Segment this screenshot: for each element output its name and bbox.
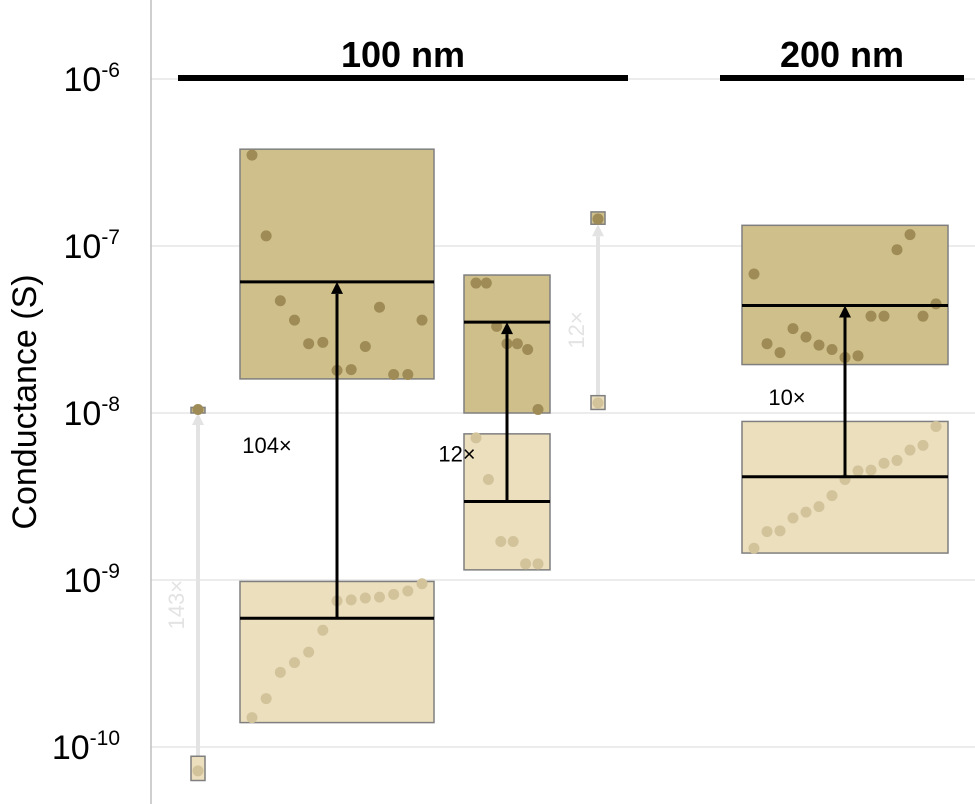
data-point xyxy=(865,310,877,322)
data-point xyxy=(345,594,357,606)
y-tick-label: 10-10 xyxy=(52,727,120,767)
data-point xyxy=(774,525,786,537)
data-point xyxy=(748,542,760,554)
ratio-arrow-head xyxy=(501,322,513,335)
ratio-label: 12× xyxy=(438,442,475,467)
data-point xyxy=(495,536,507,548)
y-tick-label: 10-9 xyxy=(63,560,120,600)
distribution-boxes xyxy=(190,148,949,782)
data-point xyxy=(904,444,916,456)
y-tick-label: 10-8 xyxy=(63,393,120,433)
data-point xyxy=(345,364,357,376)
ratio-arrow-head xyxy=(331,281,343,294)
faded-comparisons: 143× 12× xyxy=(164,224,604,757)
data-point xyxy=(480,277,492,289)
data-point xyxy=(800,331,812,343)
data-point xyxy=(878,457,890,469)
group-headers: 100 nm 200 nm xyxy=(178,34,964,81)
data-point xyxy=(917,439,929,451)
data-point xyxy=(522,344,534,356)
ratio-arrow-head xyxy=(192,413,204,425)
data-point xyxy=(520,558,532,570)
data-point xyxy=(813,339,825,351)
data-point xyxy=(852,465,864,477)
ratio-label: 12× xyxy=(564,311,589,348)
data-point xyxy=(303,338,315,350)
data-point xyxy=(317,336,329,348)
data-point xyxy=(532,403,544,415)
data-point xyxy=(774,347,786,359)
ratio-label: 104× xyxy=(242,433,292,458)
data-point xyxy=(388,588,400,600)
data-point xyxy=(532,558,544,570)
data-point xyxy=(787,323,799,335)
data-point xyxy=(482,473,494,485)
data-point xyxy=(192,403,204,415)
data-point xyxy=(878,310,890,322)
data-point xyxy=(761,526,773,538)
ratio-arrow-head xyxy=(592,224,604,237)
data-point xyxy=(470,432,482,444)
data-point xyxy=(388,369,400,381)
data-point xyxy=(761,338,773,350)
data-point xyxy=(852,350,864,362)
data-point xyxy=(470,277,482,289)
data-point xyxy=(800,506,812,518)
ratio-label: 10× xyxy=(768,385,805,410)
data-point xyxy=(865,464,877,476)
y-tick-labels: 10-6 10-7 10-8 10-9 10-10 xyxy=(52,59,120,767)
data-point xyxy=(930,298,942,310)
data-point xyxy=(826,490,838,502)
y-tick-label: 10-6 xyxy=(63,59,120,99)
data-point xyxy=(274,666,286,678)
ratio-arrow-head xyxy=(839,305,851,318)
data-point xyxy=(904,229,916,241)
y-axis-title: Conductance (S) xyxy=(6,274,44,529)
data-point xyxy=(289,657,300,669)
y-tick-label: 10-7 xyxy=(63,226,120,266)
data-point xyxy=(317,624,329,636)
data-point xyxy=(374,591,385,603)
data-point xyxy=(274,295,286,307)
group-label: 100 nm xyxy=(341,34,465,75)
data-point xyxy=(748,268,760,280)
data-point xyxy=(374,301,385,313)
data-point xyxy=(507,536,519,548)
ratio-arrows: 104× 12× 10× xyxy=(242,281,851,619)
data-point xyxy=(592,213,604,225)
data-point xyxy=(787,512,799,524)
data-point xyxy=(930,421,942,433)
data-point xyxy=(359,592,371,604)
data-point xyxy=(416,578,428,590)
data-point xyxy=(826,344,838,356)
data-point xyxy=(402,585,414,597)
data-point xyxy=(402,369,414,381)
data-point xyxy=(917,310,929,322)
data-point xyxy=(246,149,258,161)
data-point xyxy=(891,244,903,256)
data-point xyxy=(891,454,903,466)
data-point xyxy=(192,765,204,777)
data-point xyxy=(303,646,315,658)
ratio-label: 143× xyxy=(164,580,189,630)
data-point xyxy=(813,501,825,513)
data-point xyxy=(491,320,503,332)
data-point xyxy=(260,230,272,242)
group-label: 200 nm xyxy=(780,34,904,75)
data-point xyxy=(511,338,523,350)
data-point xyxy=(246,712,258,724)
data-point xyxy=(260,693,272,705)
data-point xyxy=(416,314,428,326)
data-point xyxy=(289,314,300,326)
data-point xyxy=(359,341,371,353)
data-point xyxy=(592,397,604,409)
